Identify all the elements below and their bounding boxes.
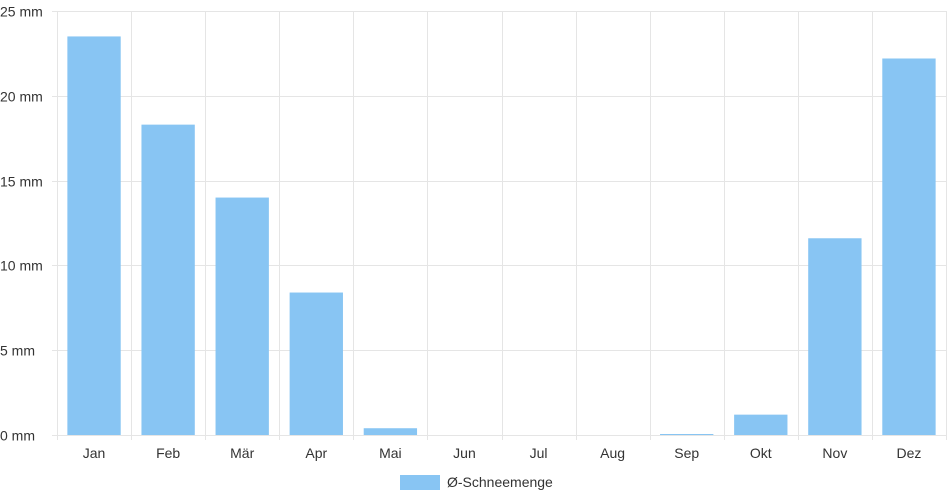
bar-jan[interactable]	[67, 36, 121, 435]
x-tick-label: Sep	[674, 445, 699, 461]
x-tick-label: Jul	[530, 445, 548, 461]
x-tick-label: Jan	[83, 445, 106, 461]
x-tick-label: Mai	[379, 445, 402, 461]
x-tick-label: Okt	[750, 445, 772, 461]
x-tick-label: Mär	[230, 445, 254, 461]
x-tick-label: Nov	[822, 445, 847, 461]
bar-layer	[67, 36, 936, 435]
y-tick-label: 0 mm	[0, 428, 35, 444]
y-tick-label: 25 mm	[0, 4, 43, 20]
bar-nov[interactable]	[808, 238, 862, 435]
x-tick-label: Apr	[305, 445, 327, 461]
label-layer: 0 mm 5 mm 10 mm 15 mm 20 mm 25 mm Jan Feb Mär Apr…	[0, 4, 921, 462]
x-tick-label: Feb	[156, 445, 180, 461]
bar-feb[interactable]	[141, 124, 195, 435]
x-tick-label: Dez	[897, 445, 922, 461]
legend[interactable]: Ø-Schneemenge	[400, 474, 553, 490]
bar-apr[interactable]	[289, 292, 343, 435]
x-tick-label: Aug	[600, 445, 625, 461]
bar-sep[interactable]	[660, 434, 714, 435]
bar-mai[interactable]	[363, 428, 418, 435]
bar-okt[interactable]	[734, 414, 788, 435]
legend-label[interactable]: Ø-Schneemenge	[447, 474, 553, 490]
x-tick-label: Jun	[453, 445, 476, 461]
bar-mär[interactable]	[215, 197, 269, 435]
y-tick-label: 20 mm	[0, 89, 43, 105]
y-tick-label: 5 mm	[0, 343, 35, 359]
legend-swatch[interactable]	[400, 475, 440, 490]
y-tick-label: 15 mm	[0, 174, 43, 190]
grid-layer	[52, 11, 947, 440]
y-tick-label: 10 mm	[0, 258, 43, 274]
bar-dez[interactable]	[882, 58, 936, 435]
